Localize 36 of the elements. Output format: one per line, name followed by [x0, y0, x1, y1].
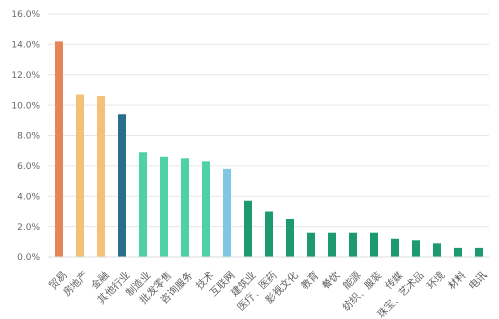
x-tick-label: 教育	[298, 269, 322, 292]
x-tick-label: 电讯	[466, 269, 490, 292]
bar	[118, 114, 126, 257]
bar	[475, 248, 483, 257]
y-tick-label: 14.0%	[11, 40, 40, 51]
bar	[307, 232, 315, 257]
x-tick-label: 能源	[340, 269, 364, 292]
y-tick-label: 6.0%	[17, 162, 40, 172]
y-tick-label: 4.0%	[17, 192, 40, 202]
bar	[76, 94, 84, 257]
bar	[160, 156, 168, 257]
x-tick-label: 餐饮	[320, 269, 342, 292]
bar	[328, 232, 336, 257]
y-tick-label: 2.0%	[17, 222, 40, 233]
bar	[412, 240, 420, 257]
bar	[349, 232, 357, 257]
bar	[391, 238, 399, 257]
y-tick-label: 8.0%	[17, 132, 40, 142]
x-tick-label: 环境	[424, 269, 448, 292]
bar	[370, 232, 378, 257]
y-tick-label: 12.0%	[11, 70, 40, 81]
y-tick-label: 10.0%	[11, 101, 40, 112]
bar	[286, 219, 294, 257]
bar	[181, 158, 189, 257]
bar	[244, 200, 252, 257]
bar	[265, 211, 273, 257]
bar	[223, 168, 231, 257]
y-tick-label: 16.0%	[11, 10, 40, 20]
y-tick-label: 0.0%	[17, 253, 40, 264]
bar	[454, 248, 462, 257]
bar	[55, 41, 63, 257]
x-tick-label: 材料	[444, 269, 468, 292]
bar	[97, 96, 105, 257]
bar	[433, 243, 441, 257]
bar	[139, 152, 147, 257]
bar	[202, 161, 210, 257]
